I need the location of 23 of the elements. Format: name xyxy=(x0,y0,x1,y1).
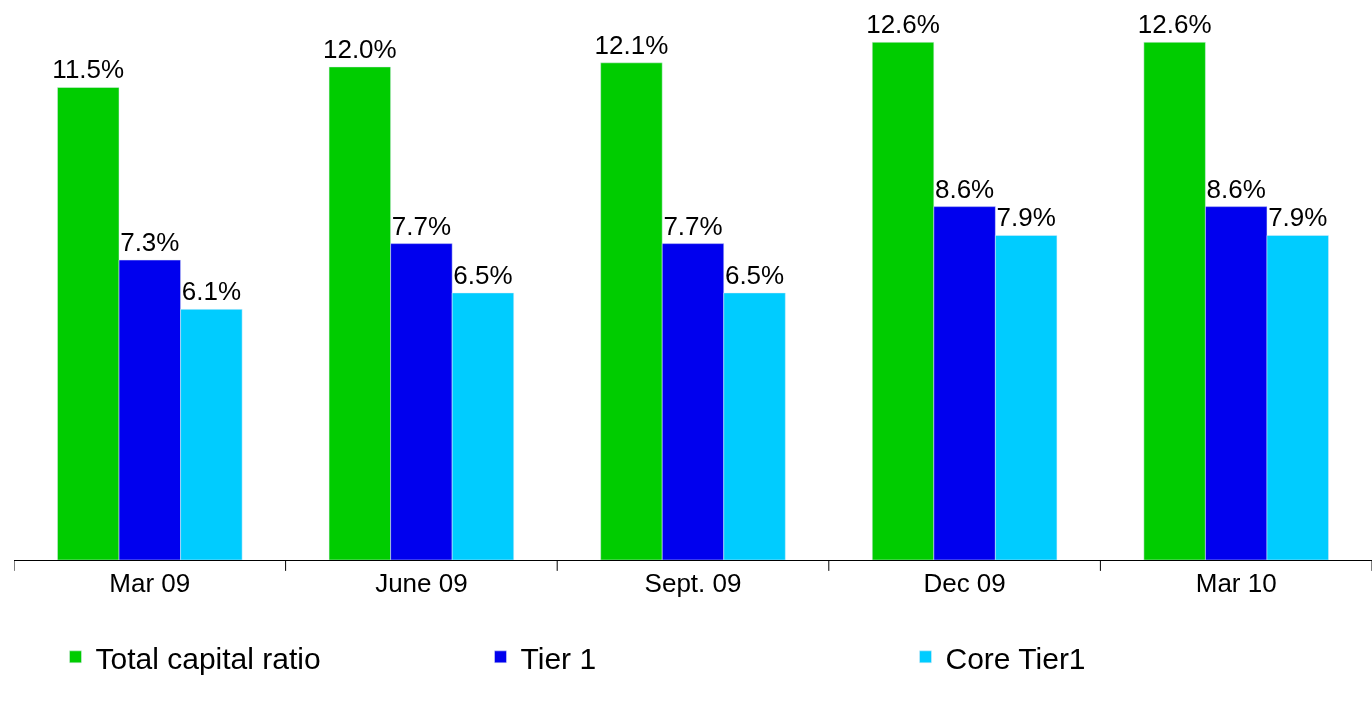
legend-label: Tier 1 xyxy=(520,641,597,675)
data-label: 7.3% xyxy=(120,227,180,258)
x-tick-label: Dec 09 xyxy=(923,568,1006,599)
x-tick-label: Sept. 09 xyxy=(644,568,742,599)
data-label: 7.9% xyxy=(996,202,1056,233)
data-label: 12.1% xyxy=(594,29,669,60)
data-label: 7.7% xyxy=(663,210,723,241)
legend-label: Core Tier1 xyxy=(945,641,1086,675)
data-label: 11.5% xyxy=(52,54,125,85)
legend-label: Total capital ratio xyxy=(95,641,321,675)
x-tick-label: Mar 10 xyxy=(1195,568,1277,599)
data-label: 12.0% xyxy=(322,33,397,64)
x-tick-label: Mar 09 xyxy=(109,568,191,599)
data-label: 7.7% xyxy=(391,210,452,241)
data-label: 6.5% xyxy=(453,259,513,290)
data-label: 8.6% xyxy=(934,173,995,204)
data-label: 8.6% xyxy=(1206,173,1266,204)
x-tick-label: June 09 xyxy=(375,568,468,599)
data-label: 6.1% xyxy=(181,276,241,307)
data-label: 12.6% xyxy=(866,9,940,40)
data-label: 12.6% xyxy=(1137,9,1212,40)
data-label: 6.5% xyxy=(724,259,785,290)
data-label: 7.9% xyxy=(1268,202,1328,233)
